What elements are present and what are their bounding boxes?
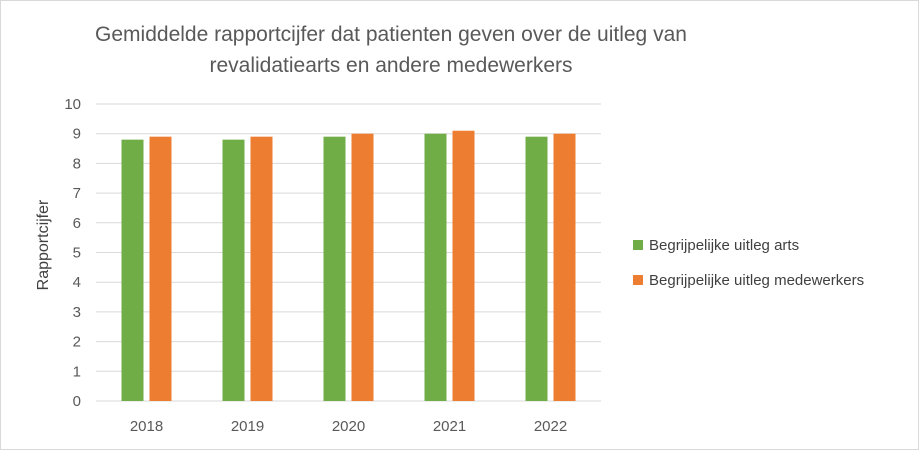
bar-medewerkers-2019	[250, 136, 273, 402]
y-tick-label: 4	[73, 274, 81, 291]
bar-arts-2020	[323, 136, 346, 402]
legend-label-medewerkers: Begrijpelijke uitleg medewerkers	[649, 271, 865, 289]
x-axis-ticks: 2018 2019 2020 2021 2022	[130, 418, 567, 435]
gridlines	[96, 103, 601, 402]
bar-medewerkers-2022	[553, 133, 576, 401]
legend-label-arts: Begrijpelijke uitleg arts	[649, 236, 800, 254]
y-tick-label: 10	[64, 96, 81, 113]
y-tick-label: 5	[73, 245, 81, 262]
y-tick-label: 7	[73, 185, 81, 202]
legend-swatch-medewerkers	[633, 275, 643, 285]
x-tick-label: 2022	[534, 418, 567, 435]
y-tick-label: 8	[73, 155, 81, 172]
x-tick-label: 2020	[332, 418, 365, 435]
x-tick-label: 2021	[433, 418, 466, 435]
y-tick-label: 6	[73, 215, 81, 232]
bar-medewerkers-2018	[149, 136, 172, 402]
y-tick-label: 3	[73, 304, 81, 321]
bar-medewerkers-2020	[351, 133, 374, 401]
y-tick-label: 9	[73, 126, 81, 143]
chart-title: Gemiddelde rapportcijfer dat patienten g…	[95, 23, 687, 77]
legend-item-medewerkers: Begrijpelijke uitleg medewerkers	[633, 271, 865, 289]
bar-arts-2019	[222, 139, 245, 401]
y-axis-ticks: 0 1 2 3 4 5 6 7 8 9 10	[64, 96, 81, 410]
bar-arts-2022	[525, 136, 548, 402]
bars	[121, 130, 576, 402]
x-tick-label: 2018	[130, 418, 163, 435]
bar-arts-2018	[121, 139, 144, 401]
legend-item-arts: Begrijpelijke uitleg arts	[633, 236, 864, 254]
legend-swatch-arts	[633, 240, 643, 250]
bar-arts-2021	[424, 133, 447, 401]
y-tick-label: 2	[73, 334, 81, 351]
bar-medewerkers-2021	[452, 130, 475, 402]
legend: Begrijpelijke uitleg arts Begrijpelijke …	[633, 237, 864, 307]
y-tick-label: 0	[73, 393, 81, 410]
y-tick-label: 1	[73, 363, 81, 380]
x-tick-label: 2019	[231, 418, 264, 435]
